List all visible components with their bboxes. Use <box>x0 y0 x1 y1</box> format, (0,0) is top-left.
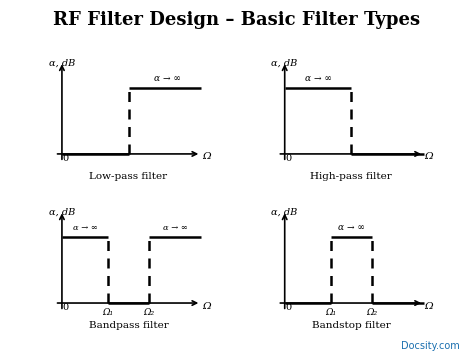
Text: α → ∞: α → ∞ <box>305 74 331 83</box>
Text: Ω: Ω <box>202 152 210 162</box>
Text: α, dB: α, dB <box>49 207 75 217</box>
Text: Docsity.com: Docsity.com <box>401 342 460 351</box>
Text: 0: 0 <box>63 302 69 312</box>
Text: α, dB: α, dB <box>49 58 75 67</box>
Text: Ω: Ω <box>425 301 433 311</box>
Text: 0: 0 <box>63 153 69 163</box>
Text: α → ∞: α → ∞ <box>73 224 97 232</box>
Text: RF Filter Design – Basic Filter Types: RF Filter Design – Basic Filter Types <box>54 11 420 29</box>
Text: Ω₁: Ω₁ <box>325 308 336 317</box>
Text: High-pass filter: High-pass filter <box>310 172 392 181</box>
Text: Ω₂: Ω₂ <box>366 308 377 317</box>
Text: 0: 0 <box>285 153 292 163</box>
Text: Low-pass filter: Low-pass filter <box>90 172 168 181</box>
Text: 0: 0 <box>285 302 292 312</box>
Text: α → ∞: α → ∞ <box>154 74 181 83</box>
Text: Ω₁: Ω₁ <box>102 308 113 317</box>
Text: α, dB: α, dB <box>272 58 298 67</box>
Text: Ω: Ω <box>425 152 433 162</box>
Text: α → ∞: α → ∞ <box>163 224 188 232</box>
Text: α, dB: α, dB <box>272 207 298 217</box>
Text: Bandpass filter: Bandpass filter <box>89 321 168 330</box>
Text: Ω₂: Ω₂ <box>144 308 155 317</box>
Text: Bandstop filter: Bandstop filter <box>312 321 391 330</box>
Text: Ω: Ω <box>202 301 210 311</box>
Text: α → ∞: α → ∞ <box>338 223 365 232</box>
